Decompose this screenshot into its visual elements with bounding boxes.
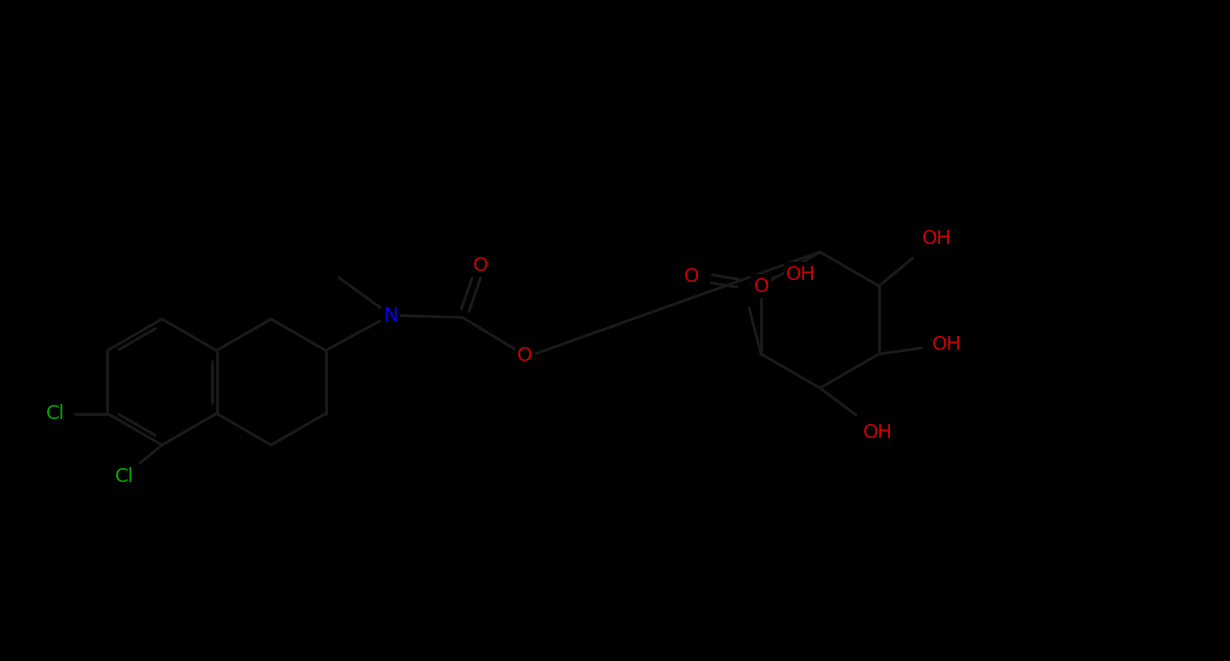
Text: OH: OH [863, 424, 893, 442]
Text: OH: OH [922, 229, 952, 247]
Text: OH: OH [932, 334, 962, 354]
Text: Cl: Cl [114, 467, 134, 486]
Text: O: O [754, 276, 769, 295]
Text: O: O [474, 256, 488, 275]
Text: O: O [684, 266, 699, 286]
Text: OH: OH [786, 264, 815, 284]
Text: Cl: Cl [46, 404, 65, 423]
Text: N: N [384, 306, 399, 325]
Text: O: O [517, 346, 533, 365]
